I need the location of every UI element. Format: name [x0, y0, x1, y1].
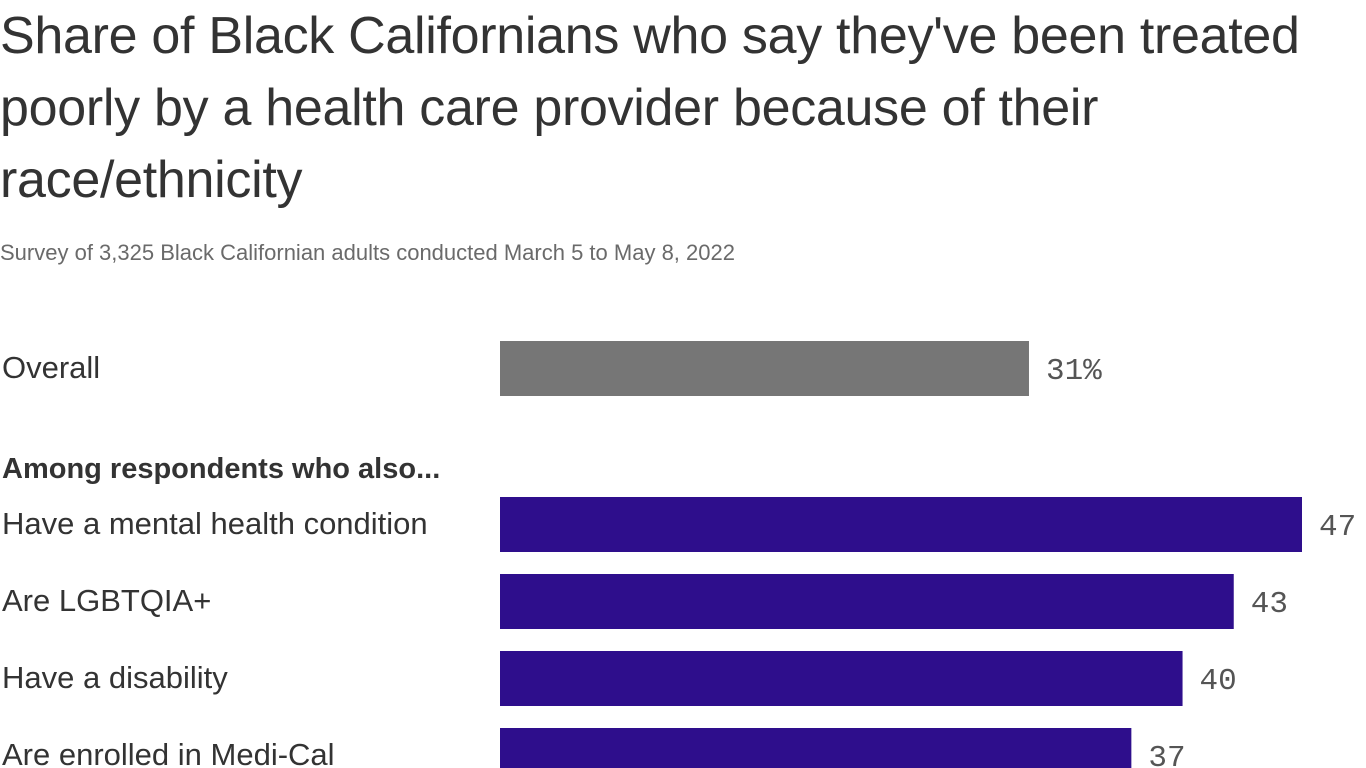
- category-label: Have a disability: [2, 660, 228, 695]
- category-label: Are enrolled in Medi-Cal: [2, 737, 335, 768]
- chart-title: Share of Black Californians who say they…: [0, 7, 1300, 209]
- value-label: 37: [1148, 741, 1185, 768]
- value-label: 47: [1319, 510, 1356, 545]
- category-label: Have a mental health condition: [2, 506, 428, 541]
- value-label: 43: [1251, 587, 1288, 622]
- bar: [500, 728, 1132, 768]
- bar: [500, 651, 1183, 706]
- value-label: 31%: [1046, 354, 1102, 389]
- group-heading: Among respondents who also...: [2, 453, 440, 485]
- category-label: Are LGBTQIA+: [2, 583, 211, 618]
- bar: [500, 574, 1234, 629]
- value-label: 40: [1200, 664, 1237, 699]
- chart-subtitle: Survey of 3,325 Black Californian adults…: [0, 240, 735, 265]
- bar: [500, 497, 1302, 552]
- bar: [500, 341, 1029, 396]
- category-label: Overall: [2, 350, 100, 385]
